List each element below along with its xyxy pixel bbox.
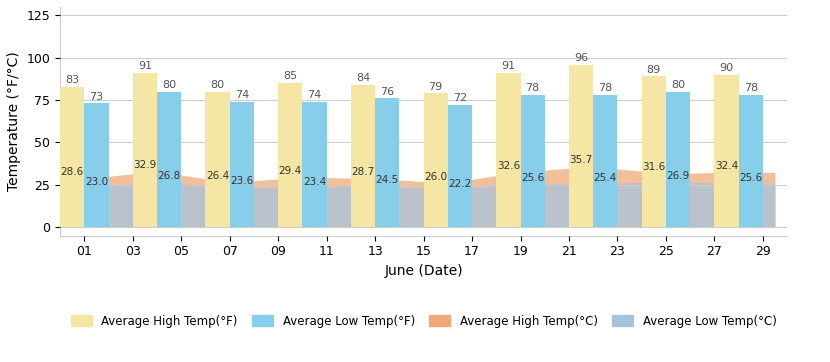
Y-axis label: Temperature (°F/°C): Temperature (°F/°C) (7, 51, 21, 191)
Bar (715, 75, 739, 227)
Text: 79: 79 (428, 81, 443, 92)
Text: 23.4: 23.4 (303, 177, 326, 186)
Text: 91: 91 (501, 61, 515, 71)
Bar (423, 93, 448, 227)
Text: 35.7: 35.7 (569, 155, 593, 165)
Text: 76: 76 (380, 87, 394, 97)
Text: 78: 78 (525, 83, 540, 93)
Text: 80: 80 (671, 80, 685, 90)
Bar (496, 73, 520, 227)
Bar (60, 87, 85, 227)
Text: 26.9: 26.9 (666, 171, 690, 181)
Text: 80: 80 (211, 80, 225, 90)
Text: 32.9: 32.9 (134, 160, 157, 170)
Bar (302, 102, 327, 227)
Text: 96: 96 (574, 53, 588, 63)
Bar (569, 64, 593, 227)
Text: 26.0: 26.0 (424, 172, 447, 182)
Text: 25.6: 25.6 (521, 173, 544, 183)
Text: 78: 78 (744, 83, 758, 93)
Bar (739, 95, 763, 227)
Text: 84: 84 (356, 73, 370, 83)
Text: 91: 91 (138, 61, 152, 71)
Text: 83: 83 (65, 75, 80, 85)
Text: 24.5: 24.5 (376, 175, 399, 185)
Text: 28.7: 28.7 (351, 167, 374, 177)
Text: 23.6: 23.6 (230, 176, 253, 186)
Text: 72: 72 (453, 93, 467, 104)
Text: 32.4: 32.4 (715, 161, 738, 171)
Text: 28.6: 28.6 (61, 167, 84, 177)
Text: 25.6: 25.6 (739, 173, 762, 183)
Text: 22.2: 22.2 (448, 178, 471, 189)
Bar (230, 102, 254, 227)
Text: 78: 78 (598, 83, 613, 93)
Text: 26.8: 26.8 (158, 171, 181, 181)
Bar (157, 92, 181, 227)
Text: 74: 74 (307, 90, 322, 100)
Legend: Average High Temp(°F), Average Low Temp(°F), Average High Temp(°C), Average Low : Average High Temp(°F), Average Low Temp(… (66, 310, 781, 332)
Bar (278, 83, 302, 227)
Text: 29.4: 29.4 (279, 166, 302, 176)
Bar (375, 98, 399, 227)
Text: 23.0: 23.0 (85, 177, 108, 187)
Bar (133, 73, 157, 227)
Text: 85: 85 (283, 71, 297, 81)
Bar (206, 92, 230, 227)
Text: 26.4: 26.4 (206, 171, 229, 181)
Bar (642, 76, 666, 227)
Bar (520, 95, 544, 227)
Bar (85, 104, 109, 227)
Text: 32.6: 32.6 (497, 160, 520, 171)
Text: 25.4: 25.4 (593, 173, 617, 183)
Text: 80: 80 (162, 80, 176, 90)
X-axis label: June (Date): June (Date) (384, 264, 463, 278)
Text: 31.6: 31.6 (642, 162, 666, 172)
Text: 73: 73 (90, 92, 104, 102)
Text: 90: 90 (720, 63, 734, 73)
Bar (593, 95, 618, 227)
Text: 89: 89 (647, 65, 661, 75)
Bar (448, 105, 472, 227)
Text: 74: 74 (235, 90, 249, 100)
Bar (351, 85, 375, 227)
Bar (666, 92, 690, 227)
